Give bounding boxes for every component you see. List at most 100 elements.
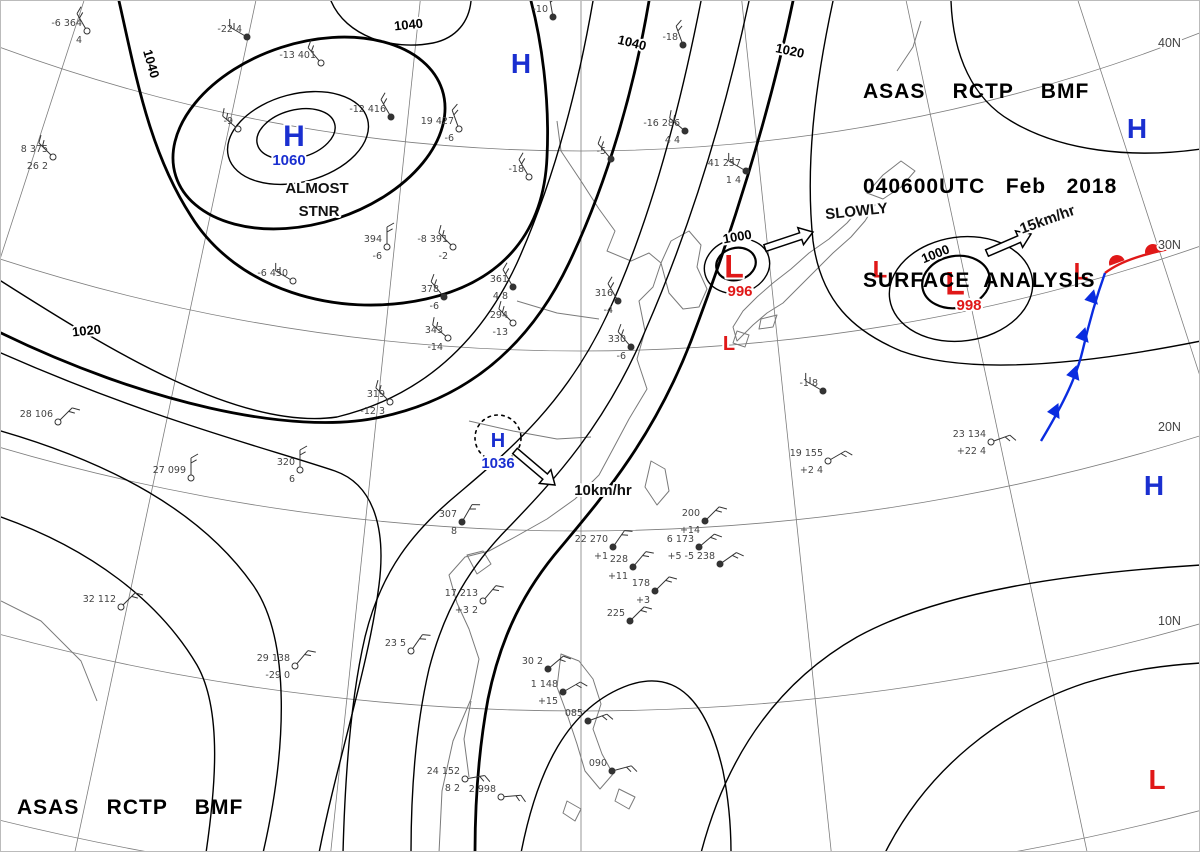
station-plot: -13 401 [279, 39, 325, 67]
station-plot: 085 [565, 708, 614, 725]
isobar-low2-inner [921, 254, 991, 310]
station-plot: 41 257 1 4 [708, 152, 750, 186]
station-plot: 294 -13 [490, 300, 517, 338]
station-values: 4 4 [665, 135, 680, 146]
isobar-philippines [520, 680, 732, 851]
cold-front-symbol [1075, 327, 1089, 343]
coastline-kyushu-shikoku [732, 314, 778, 348]
rivers-borders [1, 20, 922, 778]
product-id: ASAS RCTP BMF [17, 796, 244, 819]
isobar-sw-4 [410, 1, 750, 851]
product-name: SURFACE ANALYSIS [863, 269, 1096, 292]
isobar-cap [330, 1, 472, 46]
station-values: 1 4 [726, 175, 741, 186]
station-values: 319 [367, 389, 385, 400]
pressure-value: 998 [956, 297, 981, 314]
station-values: -29 0 [265, 670, 290, 681]
station-values: 6 173 [667, 534, 694, 545]
coastline-hokkaido [866, 160, 916, 200]
station-plot: -5 [597, 135, 615, 163]
station-plot: 228 +11 [608, 551, 654, 582]
isobar-value-label: 1020 [774, 40, 805, 61]
station-values: -18 [662, 32, 678, 43]
pressure-symbol: L [723, 333, 735, 355]
isobar-value-label: 1020 [71, 322, 101, 340]
dashed-high-circle [474, 414, 522, 462]
station-plot: -6 364 4 [51, 6, 91, 46]
pressure-symbol: H [283, 120, 305, 153]
station-values: 378 [421, 284, 439, 295]
station-values: +11 [608, 571, 628, 582]
isobar-sw-2 [1, 352, 382, 851]
station-plot: 330 -6 [608, 323, 635, 362]
map-annotation: 10km/hr [574, 482, 632, 499]
station-values: 26 2 [27, 161, 48, 172]
cold-front-symbol [1084, 289, 1098, 305]
station-plot: 28 106 [20, 407, 81, 426]
station-values: +1 [594, 551, 608, 562]
isobar-sw-3 [342, 1, 702, 851]
station-values: 394 [364, 234, 382, 245]
isobar-1020-east [473, 1, 795, 851]
station-values: 2 998 [469, 784, 496, 795]
longitude-line [905, 1, 1088, 851]
station-plot: 29 138 -29 0 [257, 650, 316, 681]
station-values: 19 155 [790, 448, 823, 459]
low-pressure-center: L [1072, 257, 1091, 288]
longitude-line [741, 1, 832, 851]
station-values: -13 [492, 327, 508, 338]
coastline-taiwan [644, 460, 670, 506]
station-values: -14 [427, 342, 443, 353]
station-plot: 19 155 +2 4 [790, 448, 853, 476]
pressure-symbol: L [1148, 764, 1165, 795]
station-values: -22 4 [217, 24, 242, 35]
station-plot: 24 152 8 2 [427, 766, 491, 794]
station-values: -13 401 [279, 50, 316, 61]
station-values: 320 [277, 457, 295, 468]
station-plot: 200 +14 [680, 506, 728, 536]
isobar-value-label: 1040 [140, 48, 162, 80]
station-plot: 343 -14 [425, 317, 452, 353]
weather-fronts [1039, 244, 1170, 442]
station-values: 1 148 [531, 679, 558, 690]
station-plot: 178 +3 [632, 576, 678, 606]
station-values: -4 [604, 305, 613, 316]
movement-arrow [984, 229, 1033, 258]
high-pressure-center: H [509, 46, 533, 81]
station-values: -12 3 [360, 406, 385, 417]
isobar-low1-outer [703, 237, 771, 295]
station-values: 8 375 [21, 144, 48, 155]
pressure-symbol: L [873, 257, 888, 284]
high-pressure-center: H 1036 [479, 428, 516, 474]
movement-arrow [762, 226, 815, 253]
warm-front-line [1104, 247, 1170, 274]
station-values: 8 2 [445, 783, 460, 794]
station-plot: -6 450 [257, 262, 297, 285]
movement-arrow [511, 447, 557, 486]
isobar-topright [950, 1, 1199, 154]
station-plot: -18 [662, 19, 687, 49]
station-plot: 23 5 [385, 634, 431, 655]
low-pressure-center: L [1146, 762, 1167, 797]
coastline-hainan [466, 550, 492, 575]
longitude-line [1, 1, 32, 852]
station-plot: 361 4 8 [490, 262, 517, 302]
station-plot: 6 173 +5 -5 [667, 533, 723, 562]
station-values: 19 427 [421, 116, 454, 127]
station-plot: 320 6 [277, 445, 308, 485]
station-values: 17 213 [445, 588, 478, 599]
station-values: -5 [597, 146, 606, 157]
station-plot: 319 -12 3 [360, 379, 394, 417]
station-values: -16 286 [643, 118, 680, 129]
station-values: -8 391 [417, 234, 448, 245]
station-plot: -12 416 [349, 92, 395, 121]
isobar-se-2 [885, 662, 1199, 851]
warm-front-symbol [1109, 255, 1125, 266]
coastline-japan [732, 204, 876, 342]
latitude-label: 30N [1158, 238, 1181, 252]
station-values: -1 8 [799, 378, 818, 389]
cold-front-symbol [1047, 403, 1060, 419]
